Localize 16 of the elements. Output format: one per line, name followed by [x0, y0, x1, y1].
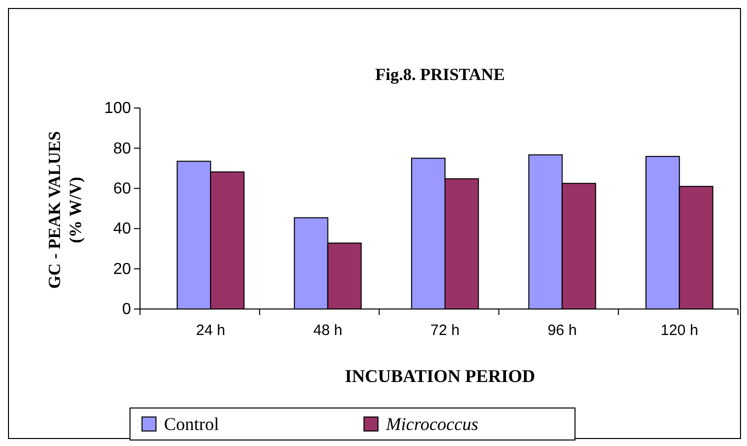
y-tick-label: 20 — [113, 260, 132, 278]
y-tick-label: 60 — [113, 180, 132, 198]
chart-title: Fig.8. PRISTANE — [375, 65, 505, 84]
x-tick-label: 24 h — [196, 322, 226, 339]
x-tick-label: 48 h — [313, 322, 342, 339]
y-tick-label: 0 — [122, 301, 132, 318]
legend-label: Micrococcus — [385, 414, 478, 434]
y-tick-label: 100 — [104, 100, 132, 118]
x-tick-label: 96 h — [548, 322, 577, 339]
y-axis-title: GC - PEAK VALUES (% W/V) — [45, 131, 85, 289]
y-tick-label: 40 — [113, 220, 132, 238]
x-tick-label: 120 h — [660, 322, 698, 339]
x-tick-label: 72 h — [430, 322, 460, 339]
y-tick-label: 80 — [113, 140, 132, 158]
legend-label: Control — [164, 414, 220, 434]
x-axis-title: INCUBATION PERIOD — [344, 366, 536, 386]
